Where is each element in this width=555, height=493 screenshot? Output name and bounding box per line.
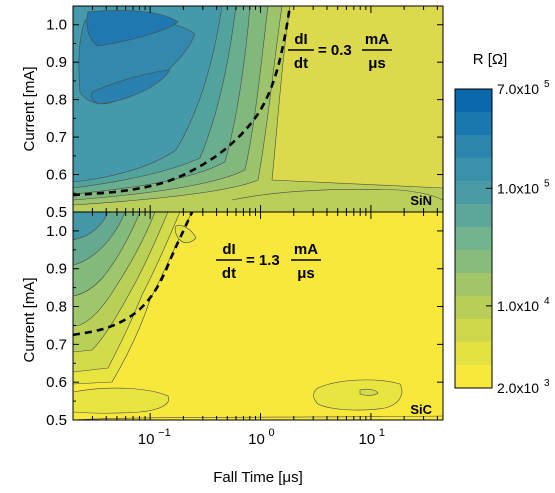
colorbar-swatch (455, 342, 492, 366)
colorbar-swatch (455, 250, 492, 274)
lower-y-axis-ticks: 0.5 0.6 0.7 0.8 0.9 1.0 (46, 223, 443, 429)
colorbar-swatch (455, 89, 492, 113)
colorbar-swatches (455, 89, 492, 389)
lower-y-tick-label: 1.0 (46, 223, 67, 240)
upper-contour-band (231, 189, 443, 201)
colorbar-frame (454, 88, 493, 389)
colorbar-tick-label-exponent: 4 (544, 296, 550, 307)
lower-y-tick-label: 0.9 (46, 261, 67, 278)
colorbar-title: R [Ω] (473, 51, 508, 68)
x-tick-label-exponent: 1 (379, 427, 385, 439)
upper-y-axis-label: Current [mA] (21, 66, 38, 151)
colorbar-swatch (455, 273, 492, 297)
lower-material-label: SiC (410, 402, 432, 417)
x-tick-label-exponent: −1 (158, 427, 171, 439)
lower-annotation-unit-numerator: mA (294, 241, 318, 258)
upper-contour-band (86, 10, 179, 47)
colorbar-swatch (455, 135, 492, 159)
lower-contour-map (73, 212, 443, 420)
lower-plot-frame (72, 211, 444, 421)
lower-annotation-value: = 1.3 (246, 252, 280, 269)
lower-y-axis-label: Current [mA] (21, 277, 38, 362)
colorbar-labels: 7.0x10 5 1.0x10 5 1.0x10 4 2.0x10 3 (486, 79, 550, 396)
lower-panel-sic: dI dt = 1.3 mA μs SiC 0.5 0.6 0.7 0.8 0.9 1.0… (21, 211, 444, 429)
lower-y-tick-label: 0.6 (46, 374, 67, 391)
colorbar-swatch (455, 181, 492, 205)
x-tick-label: 10 (248, 431, 265, 448)
lower-dashed-curve (73, 212, 194, 337)
upper-y-tick-label: 0.7 (46, 129, 67, 146)
x-axis-label: Fall Time [μs] (213, 469, 303, 486)
colorbar-tick-label-exponent: 3 (544, 378, 550, 389)
colorbar-tick-label-exponent: 5 (544, 178, 550, 189)
upper-y-axis-ticks: 0.5 0.6 0.7 0.8 0.9 1.0 (46, 17, 443, 221)
upper-y-tick-label: 0.6 (46, 167, 67, 184)
colorbar-swatch (455, 158, 492, 182)
upper-annotation-numerator: dI (294, 31, 307, 48)
upper-annotation-denominator: dt (294, 55, 308, 72)
lower-y-tick-label: 0.5 (46, 412, 67, 429)
lower-y-tick-label: 0.8 (46, 299, 67, 316)
upper-annotation: dI dt = 0.3 mA μs (288, 31, 392, 72)
upper-contour-band (90, 69, 171, 105)
colorbar-tick-label: 7.0x10 (497, 81, 539, 97)
lower-annotation-denominator: dt (222, 265, 236, 282)
lower-contour-band (73, 415, 443, 420)
upper-contour-map (73, 6, 443, 212)
colorbar-tick-label: 1.0x10 (497, 298, 539, 314)
colorbar-swatch (455, 296, 492, 320)
lower-annotation-unit-denominator: μs (297, 265, 315, 282)
x-tick-label: 10 (138, 431, 155, 448)
upper-annotation-unit-denominator: μs (368, 55, 386, 72)
colorbar-swatch (455, 204, 492, 228)
upper-panel-sin: dI dt = 0.3 mA μs SiN 0.5 0.6 0.7 0.8 0.9 1.0… (21, 5, 444, 221)
colorbar-tick-label-exponent: 5 (544, 79, 550, 90)
lower-y-tick-label: 0.7 (46, 336, 67, 353)
upper-y-tick-label: 0.5 (46, 204, 67, 221)
lower-contour-band (359, 388, 379, 396)
lower-contour-band (174, 225, 197, 244)
colorbar-swatch (455, 112, 492, 136)
colorbar-tick-label: 2.0x10 (497, 380, 539, 396)
upper-y-tick-label: 0.8 (46, 92, 67, 109)
lower-contour-band (73, 387, 170, 414)
upper-material-label: SiN (410, 193, 432, 208)
x-axis-ticks: 10 −1 10 0 10 1 (72, 6, 438, 448)
lower-contour-band (73, 212, 109, 241)
colorbar-swatch (455, 227, 492, 251)
lower-contour-band (313, 379, 403, 411)
upper-y-tick-label: 0.9 (46, 54, 67, 71)
upper-y-tick-label: 1.0 (46, 17, 67, 34)
lower-annotation: dI dt = 1.3 mA μs (216, 241, 321, 282)
upper-annotation-value: = 0.3 (318, 42, 352, 59)
upper-annotation-unit-numerator: mA (365, 31, 389, 48)
colorbar-tick-label: 1.0x10 (497, 180, 539, 196)
lower-annotation-numerator: dI (222, 241, 235, 258)
x-tick-label-exponent: 0 (269, 427, 275, 439)
x-tick-label: 10 (359, 431, 376, 448)
colorbar-swatch (455, 365, 492, 389)
colorbar: R [Ω] 7.0x10 5 1.0x10 5 1.0x10 4 2.0x10 3 (454, 51, 550, 396)
colorbar-swatch (455, 319, 492, 343)
upper-dashed-curve (73, 6, 292, 197)
